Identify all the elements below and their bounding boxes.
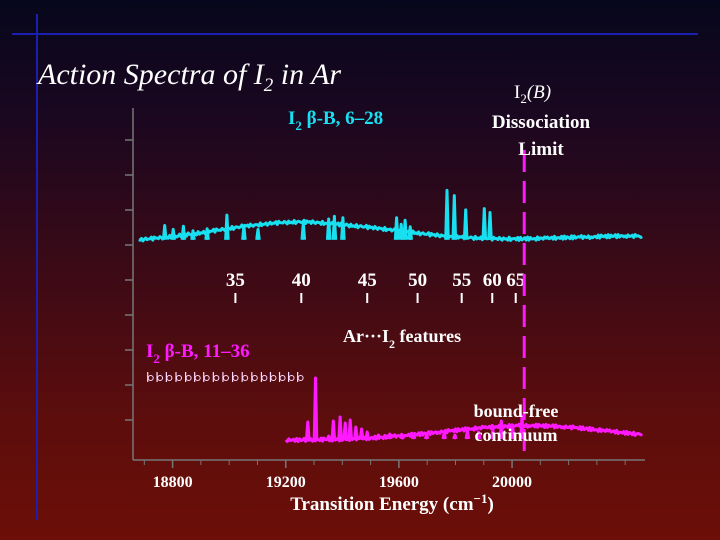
x-tick-label: 19600 — [379, 474, 419, 491]
dissociation-label-line2: Limit — [518, 139, 564, 160]
label-6-28: I2 β-B, 6–28 — [288, 108, 383, 133]
complex-features-label: Ar···I2 features — [343, 326, 461, 351]
progression-dot — [185, 375, 192, 381]
level-marker-label: 65 — [506, 270, 525, 291]
level-marker-label: 45 — [358, 270, 377, 291]
x-tick-label: 19200 — [266, 474, 306, 491]
decorative-horizontal-rule — [12, 33, 698, 35]
x-tick-label: 18800 — [153, 474, 193, 491]
dissociation-state-label: I2(B) — [514, 82, 551, 106]
progression-dot — [175, 375, 182, 381]
progression-dot — [279, 375, 286, 381]
level-marker-label: 60 — [483, 270, 502, 291]
progression-dot — [261, 375, 268, 381]
progression-dot — [213, 375, 220, 381]
bound-free-label-line2: continuum — [474, 425, 557, 445]
progression-dot — [232, 375, 239, 381]
progression-dot — [166, 375, 173, 381]
x-tick-label: 20000 — [492, 474, 532, 491]
x-axis-label: Transition Energy (cm−1) — [290, 491, 494, 515]
progression-dot — [297, 375, 304, 381]
progression-dot — [288, 375, 295, 381]
level-markers: 35 40 45 50 55 60 65 — [226, 270, 525, 303]
y-axis-ticks — [125, 139, 133, 421]
bound-free-label-line1: bound-free — [474, 401, 559, 421]
level-marker-label: 40 — [292, 270, 311, 291]
label-11-36: I2 β-B, 11–36 — [146, 341, 250, 366]
slide-title: Action Spectra of I2 in Ar — [38, 58, 342, 96]
vibrational-progression — [147, 372, 304, 382]
progression-dot — [242, 375, 249, 381]
x-axis-ticks: 18800 19200 19600 20000 — [143, 460, 626, 491]
dissociation-label-line1: Dissociation — [492, 112, 591, 133]
progression-dot — [270, 375, 277, 381]
progression-dot — [203, 375, 210, 381]
progression-dot — [194, 375, 201, 381]
level-marker-label: 55 — [452, 270, 471, 291]
level-marker-label: 50 — [408, 270, 427, 291]
progression-dot — [157, 375, 164, 381]
progression-dot — [147, 375, 154, 381]
series-line-11-36 — [284, 376, 643, 444]
progression-dot — [251, 375, 258, 381]
level-marker-label: 35 — [226, 270, 245, 291]
series-line-6-28 — [138, 188, 643, 243]
progression-dot — [222, 375, 229, 381]
decorative-vertical-rule — [36, 14, 38, 520]
